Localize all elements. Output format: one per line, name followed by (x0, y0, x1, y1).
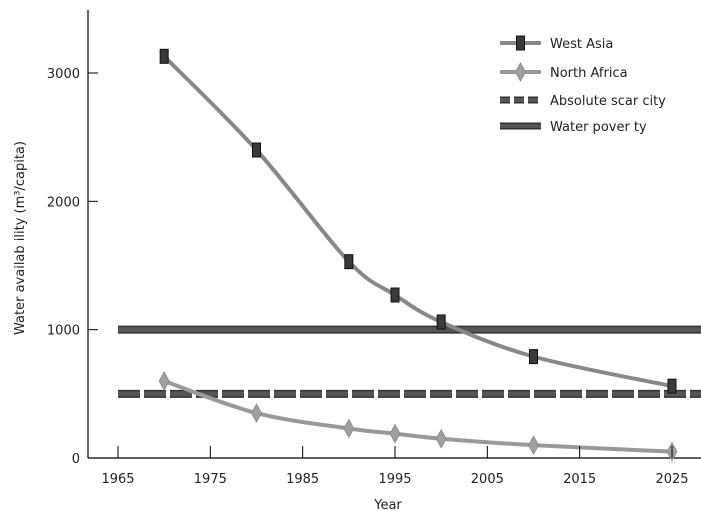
north-africa-point (158, 371, 170, 391)
x-tick-label: 1985 (286, 472, 319, 487)
x-tick-label: 2025 (655, 472, 688, 487)
legend-item: Absolute scar city (500, 94, 666, 109)
north-africa-point (528, 435, 539, 455)
x-tick-label: 2005 (471, 472, 504, 487)
x-tick-label: 1975 (194, 472, 227, 487)
reference-lines (118, 325, 701, 398)
north-africa-point (251, 403, 262, 423)
west-asia-point (436, 314, 446, 330)
x-tick-label: 2015 (563, 472, 596, 487)
legend-diamond-marker (515, 62, 526, 82)
x-axis-label: Year (373, 498, 402, 511)
legend-item: North Africa (500, 62, 628, 82)
series-markers (158, 48, 678, 462)
legend-label: North Africa (550, 66, 628, 81)
north-africa-point (389, 423, 401, 444)
tick-labels: 1965 1975 1985 1995 2005 2015 2025 0 1000 2000 300… (47, 67, 689, 487)
west-asia-point (159, 48, 169, 64)
legend-square-marker (516, 35, 525, 51)
north-africa-point (435, 428, 447, 449)
legend-label: Absolute scar city (550, 94, 666, 109)
legend-label: Water pover ty (550, 120, 647, 135)
y-axis-label: Water availab ility (m³/capita) (13, 141, 28, 335)
legend-label: West Asia (550, 37, 613, 52)
west-asia-point (390, 287, 400, 303)
y-tick-label: 0 (72, 452, 80, 467)
west-asia-point (529, 349, 538, 365)
west-asia-point (344, 254, 354, 270)
west-asia-point (252, 142, 261, 158)
legend-item: Water pover ty (500, 120, 647, 135)
y-tick-label: 2000 (47, 195, 80, 210)
legend: West Asia North Africa Absolute scar city W… (500, 35, 666, 135)
north-africa-point (343, 418, 355, 439)
x-tick-label: 1995 (378, 472, 411, 487)
y-tick-label: 3000 (47, 67, 80, 82)
legend-item: West Asia (500, 35, 613, 52)
west-asia-point (667, 378, 677, 394)
x-tick-label: 1965 (101, 472, 134, 487)
y-tick-label: 1000 (47, 324, 80, 339)
